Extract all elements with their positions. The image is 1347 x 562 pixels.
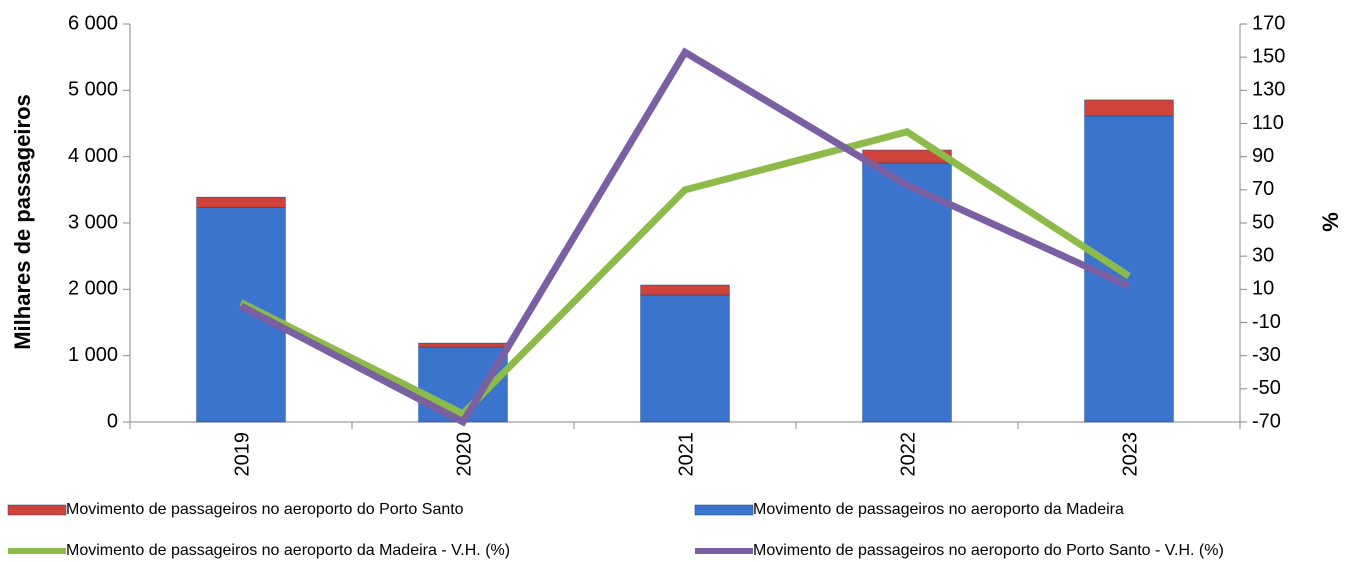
bar	[1084, 99, 1174, 117]
y2-tick-label: 110	[1252, 112, 1284, 134]
y2-tick-label: -10	[1252, 311, 1281, 333]
bar	[640, 284, 730, 296]
y2-tick-label: 150	[1252, 45, 1285, 67]
y2-tick-label: 170	[1252, 12, 1285, 34]
y2-tick-label: -70	[1252, 410, 1281, 432]
y-tick-label: 3 000	[68, 211, 118, 233]
y2-tick-label: -50	[1252, 377, 1281, 399]
legend-swatch	[7, 504, 67, 516]
y-tick-label: 2 000	[68, 278, 118, 300]
line	[239, 47, 1131, 427]
y2-tick-label: 130	[1252, 79, 1285, 101]
y2-tick-label: 30	[1252, 244, 1274, 266]
y-axis-title: Milhares de passageiros	[10, 94, 35, 350]
y-tick-label: 1 000	[68, 344, 118, 366]
bar	[196, 196, 286, 208]
legend-swatch	[694, 504, 754, 516]
y2-tick-label: 90	[1252, 145, 1274, 167]
y2-tick-label: 10	[1252, 278, 1274, 300]
y-tick-label: 4 000	[68, 145, 118, 167]
legend-label: Movimento de passageiros no aeroporto da…	[66, 542, 510, 559]
bar	[640, 294, 730, 423]
x-tick-label: 2019	[231, 432, 253, 477]
legend-label: Movimento de passageiros no aeroporto da…	[753, 501, 1124, 518]
x-tick-label: 2021	[675, 432, 697, 477]
x-tick-label: 2023	[1119, 432, 1141, 477]
y2-tick-label: 70	[1252, 178, 1274, 200]
y2-tick-label: 50	[1252, 211, 1274, 233]
line	[239, 128, 1131, 418]
y2-axis-title: %	[1318, 212, 1343, 232]
legend-label: Movimento de passageiros no aeroporto do…	[753, 542, 1224, 559]
x-tick-label: 2022	[897, 432, 919, 477]
y2-tick-label: -30	[1252, 344, 1281, 366]
bar	[418, 342, 508, 348]
y-tick-label: 5 000	[68, 79, 118, 101]
y-tick-label: 0	[107, 410, 118, 432]
y-tick-label: 6 000	[68, 12, 118, 34]
x-tick-label: 2020	[453, 432, 475, 477]
legend-label: Movimento de passageiros no aeroporto do…	[66, 501, 464, 518]
bar	[862, 162, 952, 423]
